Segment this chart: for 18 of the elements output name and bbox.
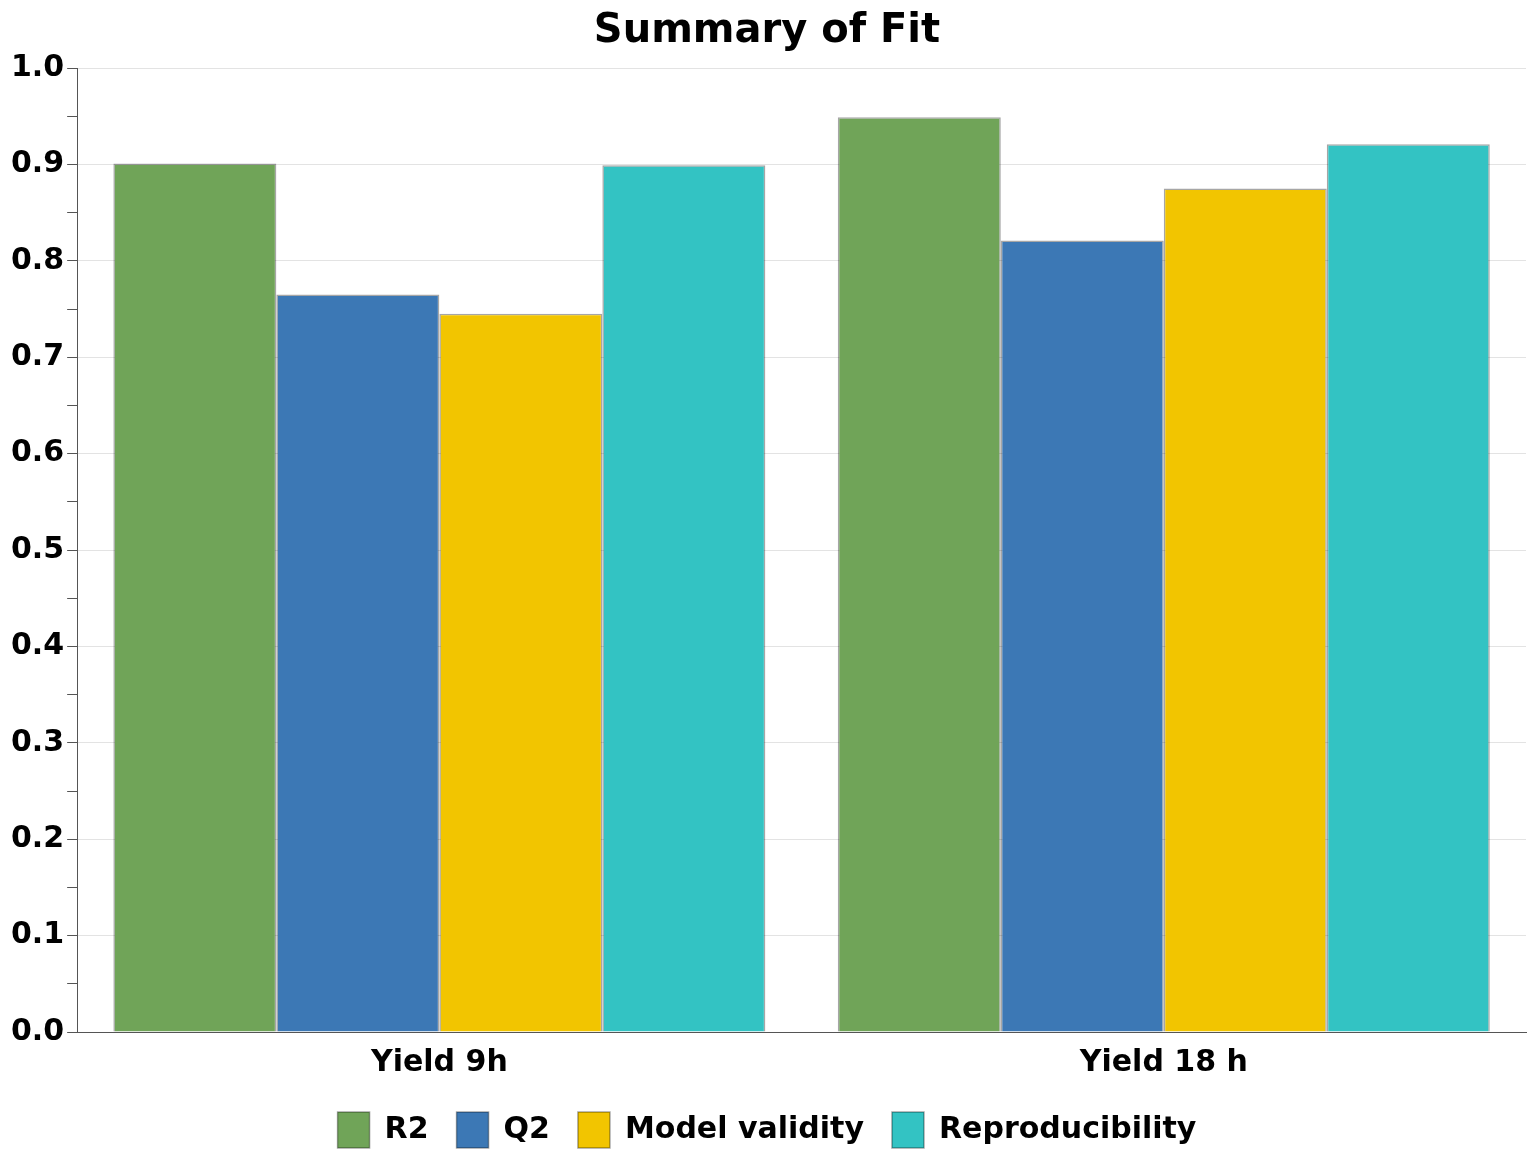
x-tick-label: Yield 9h xyxy=(369,1042,508,1078)
y-tick-label: 0.3 xyxy=(10,722,65,758)
y-tick-label: 0.1 xyxy=(10,915,65,951)
y-tick-label: 0.2 xyxy=(10,819,65,854)
legend-label: Model validity xyxy=(624,1109,865,1145)
y-tick-label: 0.4 xyxy=(10,626,65,662)
y-tick-label: 1.0 xyxy=(10,47,65,83)
y-tick-label: 0.0 xyxy=(10,1011,65,1047)
y-tick-label: 0.5 xyxy=(10,529,65,565)
legend-label: Q2 xyxy=(503,1109,550,1145)
y-tick-label: 0.7 xyxy=(10,337,65,372)
y-tick-label: 0.9 xyxy=(10,144,65,180)
y-tick-label: 0.8 xyxy=(10,240,65,276)
y-tick-label: 0.6 xyxy=(10,433,65,469)
chart-title: Summary of Fit xyxy=(593,5,941,52)
legend-label: R2 xyxy=(384,1109,429,1145)
legend-label: Reproducibility xyxy=(938,1109,1197,1145)
x-tick-label: Yield 18 h xyxy=(1078,1042,1248,1078)
